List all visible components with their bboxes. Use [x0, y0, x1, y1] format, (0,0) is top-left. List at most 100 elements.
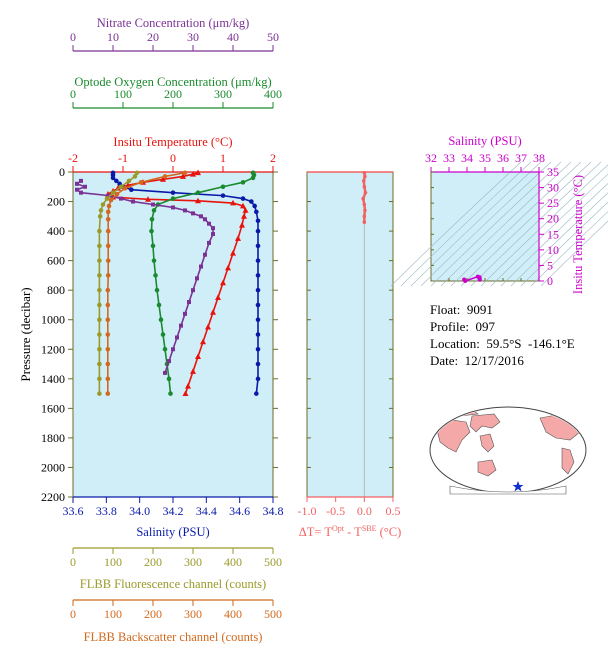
- nitrate-point: [151, 202, 155, 207]
- salinity-point: [255, 332, 261, 337]
- nitrate-point: [75, 187, 79, 192]
- fluorescence-tick-label: 100: [104, 555, 122, 569]
- fluorescence-point: [97, 361, 102, 367]
- oxygen-point: [162, 346, 168, 352]
- ts-xtick-label: 33: [443, 151, 455, 165]
- ts-isopycnal: [440, 161, 572, 287]
- backscatter-point: [122, 185, 128, 191]
- pressure-tick-label: 0: [59, 165, 65, 179]
- map-continent: [436, 419, 471, 453]
- backscatter-point: [105, 346, 111, 352]
- delta-t-label-part: SBE: [362, 524, 377, 533]
- nitrate-point: [203, 217, 207, 222]
- profile-series: [75, 169, 261, 396]
- delta-t-label-part: ΔT= T: [299, 525, 333, 539]
- oxygen-point: [158, 317, 164, 323]
- ts-isopycnal: [520, 201, 608, 287]
- ts-isopycnal: [510, 192, 608, 287]
- nitrate-axis-label: Nitrate Concentration (μm/kg): [97, 16, 250, 30]
- salinity-point: [255, 346, 261, 352]
- salinity-point: [249, 199, 254, 204]
- salinity-point: [110, 175, 116, 181]
- fluorescence-point: [97, 391, 102, 396]
- ts-isopycnal: [410, 161, 542, 287]
- location-label: Location:: [430, 336, 480, 351]
- salinity-point: [252, 203, 257, 209]
- backscatter-tick-label: 0: [70, 607, 76, 621]
- delta-t-line: [361, 172, 367, 223]
- salinity-point: [255, 376, 261, 382]
- nitrate-point: [175, 335, 179, 340]
- delta-t-point: [363, 174, 367, 179]
- backscatter-point: [105, 228, 111, 234]
- nitrate-point: [203, 252, 207, 257]
- temperature-tick-label: 1: [220, 151, 226, 165]
- location-value: 59.5°S -146.1°E: [486, 336, 575, 351]
- ts-isopycnal: [530, 211, 608, 287]
- fluorescence-point: [97, 302, 102, 308]
- date-label: Date:: [430, 353, 459, 368]
- oxygen-point: [151, 258, 157, 263]
- oxygen-point: [220, 184, 226, 190]
- fluorescence-point: [110, 190, 116, 195]
- map-continent: [469, 413, 501, 433]
- salinity-point: [255, 287, 261, 293]
- backscatter-point: [105, 332, 111, 337]
- nitrate-point: [211, 232, 215, 237]
- ts-ytick-label: 5: [547, 258, 553, 272]
- ts-ytick-label: 20: [547, 212, 559, 226]
- salinity-point: [254, 209, 259, 215]
- pressure-tick-label: 1400: [41, 372, 65, 386]
- fluorescence-point: [104, 196, 110, 201]
- fluorescence-point: [97, 273, 102, 278]
- backscatter-tick-label: 500: [264, 607, 282, 621]
- ts-xtick-label: 32: [425, 151, 437, 165]
- delta-t-label-part: (°C): [376, 525, 401, 539]
- date-value: 12/17/2016: [464, 353, 524, 368]
- fluorescence-point: [100, 202, 106, 207]
- ts-point: [463, 279, 468, 283]
- temperature-point: [241, 213, 247, 219]
- oxygen-tick-label: 0: [70, 87, 76, 101]
- nitrate-tick-label: 10: [107, 30, 119, 44]
- oxygen-tick-label: 100: [114, 87, 132, 101]
- temperature-point: [195, 197, 201, 204]
- ts-ytick-label: 30: [547, 181, 559, 195]
- temperature-point: [230, 250, 236, 256]
- oxygen-tick-label: 300: [214, 87, 232, 101]
- delta-t-point: [362, 202, 367, 207]
- oxygen-point: [170, 196, 176, 201]
- backscatter-tick-label: 100: [104, 607, 122, 621]
- salinity-tick-label: 34.0: [129, 504, 150, 518]
- world-map: [429, 406, 587, 495]
- backscatter-point: [105, 216, 111, 222]
- temperature-point: [215, 294, 221, 300]
- salinity-tick-label: 33.8: [96, 504, 117, 518]
- nitrate-point: [211, 226, 215, 231]
- delta-t-axis-label: ΔT= TOpt - TSBE (°C): [299, 524, 402, 539]
- temperature-point: [210, 309, 216, 315]
- nitrate-point: [171, 347, 175, 352]
- temperature-point: [230, 199, 236, 206]
- nitrate-point: [207, 240, 211, 245]
- temperature-point: [190, 171, 196, 177]
- oxygen-point: [151, 208, 157, 213]
- temperature-point: [242, 207, 249, 213]
- ts-xtick-label: 36: [497, 151, 509, 165]
- pressure-tick-label: 2000: [41, 460, 65, 474]
- nitrate-point: [119, 196, 123, 201]
- nitrate-point: [207, 221, 211, 226]
- fluorescence-point: [118, 184, 124, 190]
- delta-t-point: [362, 214, 367, 219]
- delta-t-tick-label: 0.5: [386, 504, 401, 518]
- delta-t-point: [363, 190, 368, 195]
- nitrate-point: [171, 205, 175, 210]
- ts-isopycnal: [540, 220, 608, 287]
- nitrate-tick-label: 30: [187, 30, 199, 44]
- fluorescence-point: [126, 178, 132, 184]
- pressure-tick-label: 400: [47, 224, 65, 238]
- delta-t-panel: [306, 171, 394, 498]
- fluorescence-tick-label: 500: [264, 555, 282, 569]
- backscatter-point: [105, 258, 111, 263]
